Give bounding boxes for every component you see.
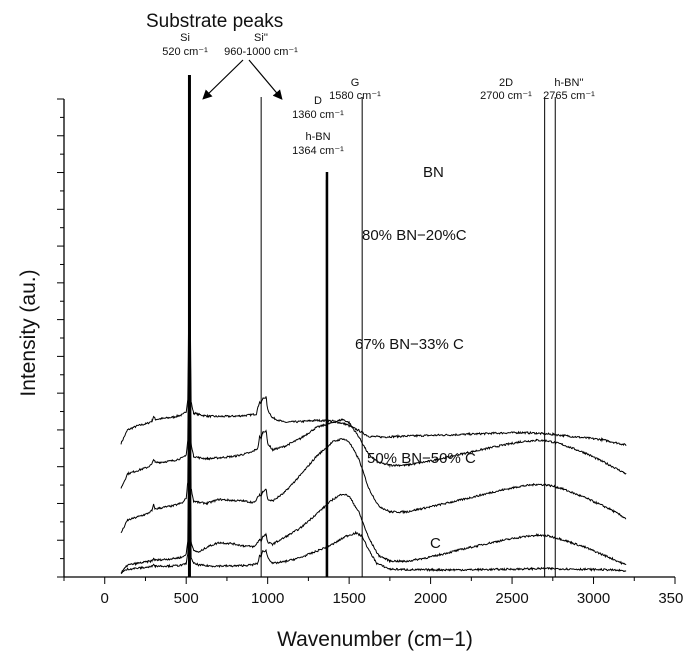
series-line — [120, 234, 627, 447]
ref-label-2d: 2D — [499, 77, 513, 89]
chart-title: Substrate peaks — [146, 11, 283, 32]
x-tick-label: 3000 — [577, 590, 610, 607]
x-tick-label: 2000 — [414, 590, 447, 607]
ref-sublabel-hbn2: 2765 cm⁻¹ — [543, 90, 595, 102]
ref-label-hbn: h-BN — [305, 131, 330, 143]
ref-sublabel-2d: 2700 cm⁻¹ — [480, 90, 532, 102]
ref-sublabel-si: 520 cm⁻¹ — [162, 46, 208, 58]
series-label: 50% BN−50% C — [367, 450, 476, 467]
x-tick-label: 2500 — [495, 590, 528, 607]
x-tick-label: 3500 — [658, 590, 683, 607]
ref-label-hbn2: h-BN'' — [554, 77, 583, 89]
ref-sublabel-hbn: 1364 cm⁻¹ — [292, 145, 344, 157]
ref-sublabel-g: 1580 cm⁻¹ — [329, 90, 381, 102]
ref-label-si2: Si'' — [254, 32, 268, 44]
x-tick-label: 500 — [174, 590, 199, 607]
series-line — [120, 257, 627, 534]
x-tick-label: 1500 — [332, 590, 365, 607]
series-label: 80% BN−20%C — [362, 227, 467, 244]
x-tick-label: 1000 — [251, 590, 284, 607]
ref-sublabel-d: 1360 cm⁻¹ — [292, 109, 344, 121]
ref-sublabel-si2: 960-1000 cm⁻¹ — [224, 46, 298, 58]
ref-label-d: D — [314, 95, 322, 107]
x-tick-label: 0 — [101, 590, 109, 607]
series-line — [120, 405, 627, 575]
x-axis-title: Wavenumber (cm−1) — [277, 628, 473, 651]
plot-area: 0 500 1000 1500 2000 2500 3000 3500 Si 520 cm⁻¹ Si… — [57, 32, 683, 607]
series-label: 67% BN−33% C — [355, 336, 464, 353]
series-line — [120, 310, 627, 574]
series-label: BN — [423, 164, 444, 181]
arrow-to-si — [202, 59, 244, 100]
y-axis-title: Intensity (au.) — [17, 269, 40, 396]
ref-label-g: G — [351, 77, 360, 89]
arrow-to-si2 — [248, 59, 283, 100]
series-line — [120, 238, 627, 489]
ref-label-si: Si — [180, 32, 190, 44]
series-label: C — [430, 535, 441, 552]
